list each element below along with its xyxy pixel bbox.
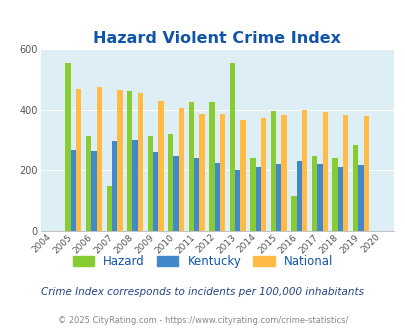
Bar bbox=[270, 111, 275, 231]
Legend: Hazard, Kentucky, National: Hazard, Kentucky, National bbox=[72, 255, 333, 268]
Bar bbox=[173, 156, 178, 231]
Bar bbox=[311, 156, 316, 231]
Bar bbox=[229, 63, 234, 231]
Bar bbox=[260, 117, 266, 231]
Bar bbox=[106, 185, 112, 231]
Bar bbox=[91, 151, 96, 231]
Bar bbox=[275, 164, 281, 231]
Bar bbox=[158, 101, 163, 231]
Bar bbox=[240, 120, 245, 231]
Bar bbox=[188, 102, 194, 231]
Bar bbox=[209, 102, 214, 231]
Text: Crime Index corresponds to incidents per 100,000 inhabitants: Crime Index corresponds to incidents per… bbox=[41, 287, 364, 297]
Bar bbox=[220, 114, 225, 231]
Bar bbox=[352, 145, 357, 231]
Bar bbox=[127, 91, 132, 231]
Bar bbox=[117, 90, 122, 231]
Bar bbox=[363, 116, 368, 231]
Bar bbox=[249, 158, 255, 231]
Bar bbox=[291, 196, 296, 231]
Bar bbox=[137, 93, 143, 231]
Bar bbox=[147, 136, 153, 231]
Bar bbox=[281, 115, 286, 231]
Bar bbox=[234, 171, 240, 231]
Bar bbox=[65, 63, 70, 231]
Bar bbox=[214, 163, 220, 231]
Bar bbox=[194, 158, 199, 231]
Bar bbox=[316, 164, 322, 231]
Bar bbox=[112, 141, 117, 231]
Title: Hazard Violent Crime Index: Hazard Violent Crime Index bbox=[93, 31, 340, 46]
Bar bbox=[322, 112, 327, 231]
Bar bbox=[337, 167, 342, 231]
Bar bbox=[357, 165, 363, 231]
Bar bbox=[178, 109, 184, 231]
Text: © 2025 CityRating.com - https://www.cityrating.com/crime-statistics/: © 2025 CityRating.com - https://www.city… bbox=[58, 315, 347, 325]
Bar bbox=[301, 110, 307, 231]
Bar bbox=[168, 134, 173, 231]
Bar bbox=[76, 89, 81, 231]
Bar bbox=[132, 140, 137, 231]
Bar bbox=[96, 87, 102, 231]
Bar bbox=[70, 150, 76, 231]
Bar bbox=[342, 115, 347, 231]
Bar bbox=[255, 167, 260, 231]
Bar bbox=[153, 152, 158, 231]
Bar bbox=[332, 158, 337, 231]
Bar bbox=[296, 161, 301, 231]
Bar bbox=[86, 136, 91, 231]
Bar bbox=[199, 114, 204, 231]
